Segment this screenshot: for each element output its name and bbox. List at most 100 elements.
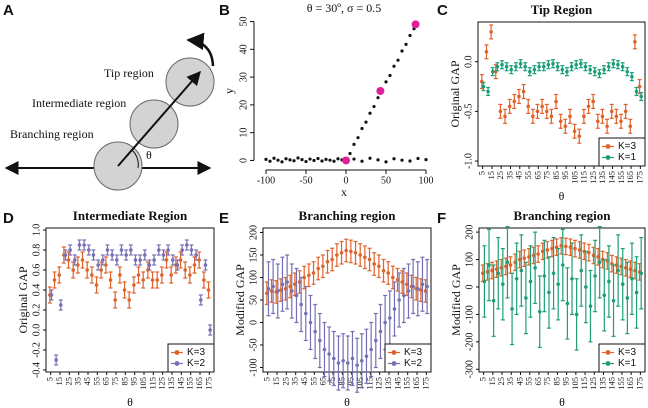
x-tick-label: 15 (271, 377, 281, 386)
point (185, 243, 189, 247)
x-tick-label: 95 (561, 377, 571, 386)
point (307, 273, 311, 278)
legend-label: K=3 (618, 347, 637, 358)
x-tick-label: 105 (138, 377, 148, 390)
x-tick-label: 75 (542, 171, 552, 180)
y-tick-label: 0 (248, 320, 259, 325)
point (87, 248, 91, 252)
point (91, 253, 96, 257)
y-tick-label: -1.0 (463, 153, 474, 169)
point (108, 278, 113, 282)
x-tick-label: 105 (570, 377, 580, 390)
point (419, 288, 423, 292)
x-tick-label: 65 (318, 377, 328, 386)
point (369, 347, 373, 352)
point (266, 286, 271, 291)
x-tick-label: 65 (532, 171, 542, 180)
point (178, 258, 183, 262)
point (294, 293, 299, 298)
x-tick-label: 155 (616, 171, 626, 184)
x-tick-label: 135 (383, 377, 393, 390)
point (597, 260, 602, 265)
legend-box (598, 343, 646, 373)
point (509, 67, 514, 72)
point (308, 320, 313, 325)
point (527, 254, 531, 259)
point (115, 258, 119, 262)
point (346, 361, 350, 365)
point (141, 278, 145, 282)
x-tick-label: 175 (420, 377, 430, 390)
x-tick-label: 65 (101, 377, 111, 386)
point (402, 293, 406, 298)
x-tick-label: 135 (166, 377, 176, 390)
point (271, 284, 275, 289)
point (175, 263, 180, 267)
x-tick-label: 145 (392, 377, 402, 390)
point (487, 263, 491, 267)
point (564, 244, 568, 249)
point (80, 258, 85, 262)
point (368, 111, 372, 115)
y-axis-label: Original GAP (448, 60, 462, 127)
region-label: Branching region (10, 127, 94, 141)
point (577, 248, 582, 252)
point (606, 64, 611, 69)
point (341, 358, 345, 363)
point (579, 268, 584, 273)
direction-arrow (117, 70, 201, 167)
point (49, 293, 54, 297)
point (332, 159, 336, 163)
legend-box (598, 137, 646, 167)
point (504, 64, 509, 69)
point (411, 284, 415, 289)
legend-label: K=2 (404, 358, 423, 369)
point (577, 134, 582, 139)
point (300, 158, 304, 162)
y-tick-label: 1.0 (31, 224, 42, 237)
point (425, 284, 429, 289)
point (372, 104, 376, 109)
point (583, 64, 588, 69)
point (628, 124, 633, 129)
x-tick-label: 5 (478, 377, 488, 381)
point (297, 280, 302, 284)
x-tick-label: 35 (290, 377, 300, 386)
point (639, 271, 643, 276)
point (591, 253, 596, 258)
legend-label: K=1 (618, 152, 637, 163)
point (132, 283, 136, 287)
point (348, 151, 352, 156)
point (602, 293, 607, 298)
y-tick-label: 200 (464, 225, 475, 240)
point (400, 280, 405, 284)
point (388, 316, 392, 320)
point (614, 263, 619, 267)
legend-swatch (605, 361, 611, 366)
x-tick-label: 15 (54, 377, 64, 386)
point (194, 253, 198, 257)
point (299, 302, 303, 307)
point (540, 104, 544, 109)
point (625, 296, 630, 300)
legend-label: K=3 (618, 141, 637, 152)
point (335, 253, 339, 257)
point (496, 271, 501, 276)
point (514, 64, 518, 69)
legend-swatch (391, 361, 397, 366)
y-tick-label: 40 (238, 44, 249, 54)
point (616, 62, 620, 67)
point (143, 253, 147, 257)
x-tick-label: 125 (374, 377, 384, 390)
point (349, 249, 353, 254)
x-tick-label: 115 (579, 171, 589, 183)
point (541, 64, 546, 69)
point (318, 338, 322, 343)
point (316, 156, 320, 161)
x-tick-label: 45 (514, 171, 524, 180)
point (384, 160, 388, 164)
point (586, 104, 591, 109)
x-tick-label: 85 (119, 377, 129, 386)
point (63, 253, 68, 257)
point (325, 259, 330, 264)
